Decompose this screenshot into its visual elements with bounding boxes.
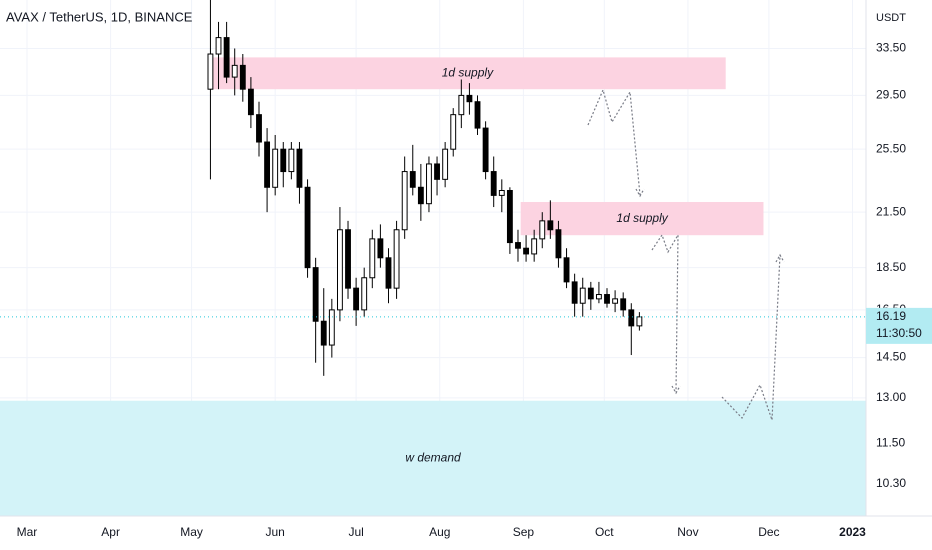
- zone-label: 1d supply: [442, 65, 494, 79]
- arrow-head: [775, 253, 785, 263]
- x-tick-label: 2023: [839, 525, 866, 539]
- y-tick-label: 14.50: [876, 350, 906, 364]
- candle-body: [223, 37, 230, 78]
- candle-body: [604, 294, 610, 304]
- candle-body: [239, 64, 246, 90]
- candle-body: [264, 141, 271, 188]
- zone-label: w demand: [405, 451, 461, 465]
- candle-body: [620, 298, 627, 311]
- x-tick-label: May: [180, 525, 203, 539]
- candle-body: [369, 238, 376, 279]
- y-tick-label: 13.00: [876, 390, 906, 404]
- candle-body: [345, 229, 351, 289]
- candle-body: [539, 220, 546, 240]
- x-tick-label: Jun: [265, 525, 284, 539]
- candle-body: [409, 171, 416, 188]
- candle-body: [320, 320, 327, 346]
- candle-body: [312, 267, 319, 322]
- arrow-path: [587, 88, 641, 196]
- y-tick-label: 29.50: [876, 88, 906, 102]
- last-price-label: 16.19: [876, 309, 906, 323]
- projection-arrows: [587, 88, 785, 421]
- y-tick-label: 33.50: [876, 41, 906, 55]
- candle-body: [434, 163, 440, 180]
- countdown: 11:30:50: [876, 326, 922, 340]
- candle-body: [515, 242, 521, 249]
- candle-body: [587, 287, 594, 300]
- arrow-head: [635, 188, 645, 198]
- x-tick-label: Sep: [513, 525, 535, 539]
- overlay: 1d supply 1d supply w demand: [0, 65, 866, 465]
- x-tick-label: Dec: [758, 525, 779, 539]
- candle-body: [442, 148, 449, 180]
- candle-body: [393, 229, 400, 289]
- zones: [0, 57, 866, 516]
- candle-body: [547, 220, 554, 231]
- arrow-head: [671, 385, 681, 395]
- candle-body: [417, 186, 424, 205]
- chart-title: AVAX / TetherUS, 1D, BINANCE: [6, 9, 193, 24]
- x-tick-label: Aug: [429, 525, 450, 539]
- candle-body: [466, 94, 473, 103]
- candle-body: [595, 294, 602, 300]
- candle-body: [482, 127, 489, 173]
- y-tick-label: 11.50: [876, 435, 905, 449]
- candle-body: [490, 171, 497, 196]
- y-tick-label: 18.50: [876, 260, 906, 274]
- y-axis-label: USDT: [876, 12, 906, 24]
- candle-body: [336, 229, 343, 311]
- candle-body: [272, 148, 279, 188]
- candle-body: [523, 247, 530, 255]
- candle-body: [563, 257, 570, 283]
- candle-body: [288, 148, 295, 173]
- x-tick-label: Apr: [101, 525, 120, 539]
- zone: [0, 400, 866, 516]
- candle-body: [353, 287, 360, 311]
- candle-body: [377, 238, 384, 259]
- x-tick-label: Mar: [17, 525, 38, 539]
- arrow-path: [651, 232, 679, 393]
- candle-body: [458, 94, 465, 116]
- candle-body: [498, 189, 505, 196]
- candle-body: [579, 287, 586, 304]
- candle-body: [506, 189, 513, 244]
- candle-body: [450, 114, 457, 150]
- candle-body: [401, 171, 408, 231]
- candle-body: [296, 148, 303, 188]
- candle-body: [612, 298, 619, 304]
- x-tick-label: Oct: [595, 525, 614, 539]
- y-tick-label: 21.50: [876, 204, 906, 218]
- candle-body: [571, 281, 578, 304]
- last-price-box: [866, 307, 932, 344]
- y-tick-label: 10.30: [876, 476, 906, 490]
- candle-body: [361, 277, 368, 311]
- candle-body: [474, 101, 481, 129]
- candle-body: [628, 309, 635, 327]
- candle-body: [328, 309, 335, 346]
- candle-body: [207, 53, 214, 90]
- candle-body: [215, 37, 222, 55]
- candle-body: [231, 64, 238, 78]
- x-tick-label: Nov: [677, 525, 698, 539]
- candle-body: [304, 186, 311, 269]
- candle-body: [247, 88, 254, 116]
- candle-body: [426, 163, 432, 205]
- zone: [209, 57, 726, 90]
- candles: [207, 0, 643, 376]
- candle-body: [636, 316, 643, 327]
- zone-label: 1d supply: [616, 211, 668, 225]
- candle-body: [280, 148, 287, 173]
- candle-body: [385, 257, 392, 289]
- x-tick-label: Jul: [348, 525, 363, 539]
- candle-body: [256, 114, 262, 143]
- y-tick-label: 25.50: [876, 141, 906, 155]
- candle-body: [531, 238, 538, 255]
- candle-body: [555, 229, 562, 259]
